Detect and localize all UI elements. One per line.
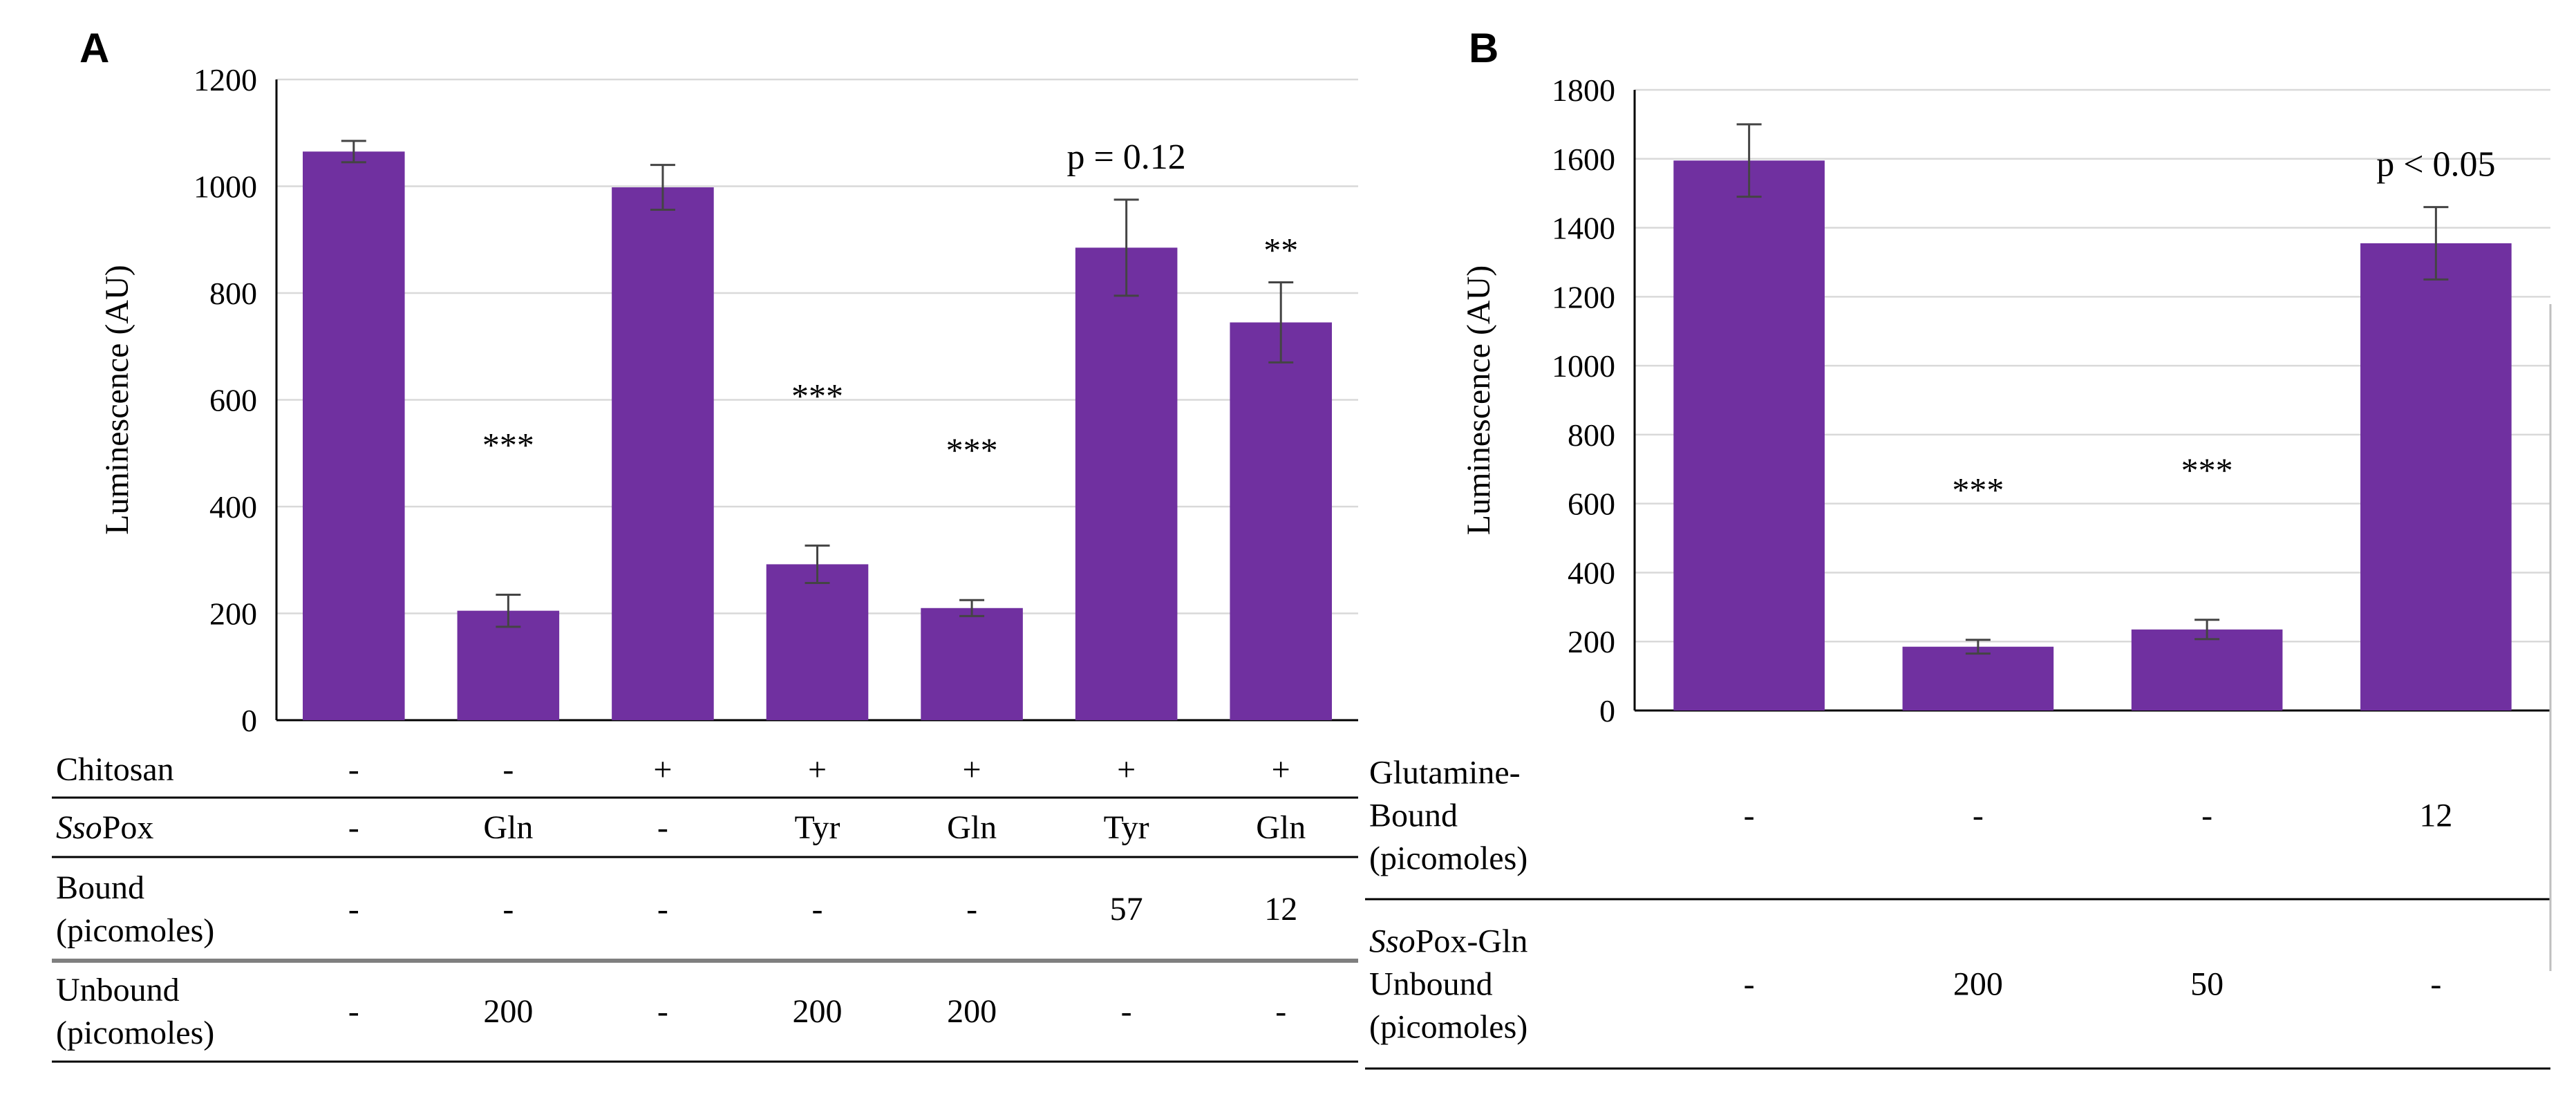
- bar: [766, 564, 869, 720]
- table-cell: 200: [947, 993, 997, 1030]
- table-cell: +: [653, 751, 672, 788]
- table-row-label: Bound: [1369, 798, 1458, 834]
- bar: [1230, 322, 1332, 720]
- significance-annotation: p = 0.12: [1066, 138, 1185, 177]
- y-tick-label: 1800: [1552, 73, 1615, 108]
- significance-annotation: **: [1263, 231, 1298, 270]
- table-cell: -: [2430, 966, 2441, 1003]
- bar: [457, 610, 560, 720]
- table-cell: 12: [2419, 798, 2452, 834]
- table-row-label: (picomoles): [1369, 1009, 1527, 1046]
- bar: [612, 187, 714, 720]
- table-row-label: (picomoles): [1369, 840, 1527, 877]
- table-cell: -: [1973, 798, 1984, 834]
- y-tick-label: 1000: [194, 169, 257, 205]
- table-row-label: (picomoles): [56, 1015, 214, 1051]
- table-cell: -: [1121, 993, 1132, 1030]
- table-cell: 50: [2190, 966, 2224, 1003]
- table-cell: +: [1117, 751, 1136, 788]
- table-cell: +: [808, 751, 827, 788]
- panel-b-label: B: [1469, 25, 1498, 71]
- significance-annotation: ***: [482, 425, 534, 464]
- y-tick-label: 1200: [194, 62, 257, 97]
- y-tick-label: 400: [209, 489, 257, 525]
- table-cell: +: [1272, 751, 1290, 788]
- y-tick-label: 600: [1568, 487, 1615, 522]
- y-tick-label: 1600: [1552, 142, 1615, 177]
- y-tick-label: 600: [209, 383, 257, 418]
- table-cell: -: [966, 891, 977, 928]
- y-axis-label: Luminescence (AU): [1460, 265, 1497, 536]
- y-tick-label: 800: [209, 276, 257, 311]
- table-cell: -: [348, 809, 359, 846]
- table-cell: 200: [1953, 966, 2003, 1003]
- y-tick-label: 0: [1599, 693, 1615, 728]
- y-tick-label: 800: [1568, 417, 1615, 453]
- table-row-label: Chitosan: [56, 751, 174, 788]
- y-tick-label: 1400: [1552, 211, 1615, 246]
- significance-annotation: ***: [2181, 451, 2233, 489]
- table-cell: 57: [1110, 891, 1143, 928]
- table-cell: -: [502, 891, 514, 928]
- y-tick-label: 0: [241, 703, 257, 738]
- table-cell: -: [348, 993, 359, 1030]
- bar: [921, 608, 1023, 720]
- table-cell: -: [348, 891, 359, 928]
- bar: [1075, 247, 1178, 720]
- table-cell: Gln: [1256, 809, 1306, 846]
- table-cell: 200: [483, 993, 533, 1030]
- table-row-label: Unbound: [1369, 966, 1493, 1003]
- table-row-label: (picomoles): [56, 912, 214, 949]
- table-cell: 12: [1264, 891, 1297, 928]
- table-cell: Gln: [947, 809, 997, 846]
- chart-a: 0 200 400 600 800 1000 1200 Luminescence (AU) **…: [52, 62, 1358, 1063]
- y-tick-label: 200: [1568, 624, 1615, 659]
- y-axis-label: Luminescence (AU): [99, 265, 135, 535]
- y-tick-label: 400: [1568, 555, 1615, 590]
- bar: [303, 151, 405, 721]
- table-cell: Tyr: [1104, 809, 1149, 846]
- table-cell: -: [657, 891, 668, 928]
- table-cell: -: [1744, 798, 1755, 834]
- significance-annotation: ***: [791, 376, 843, 415]
- table-cell: -: [2201, 798, 2212, 834]
- bar: [1902, 646, 2054, 711]
- significance-annotation: ***: [946, 431, 998, 469]
- table-cell: -: [502, 751, 514, 788]
- table-row-label: Bound: [56, 869, 144, 906]
- bar: [2360, 243, 2512, 711]
- y-tick-label: 200: [209, 596, 257, 632]
- table-row-label: SsoPox-Gln: [1369, 923, 1527, 960]
- chart-b: 0 200 400 600 800 1000 1200 1400 1600 1800 Lumines…: [1365, 73, 2550, 1070]
- y-tick-label: 1200: [1552, 279, 1615, 314]
- y-tick-label: 1000: [1552, 348, 1615, 384]
- bar: [2131, 629, 2283, 711]
- table-cell: Tyr: [795, 809, 840, 846]
- table-cell: -: [657, 809, 668, 846]
- table-cell: -: [657, 993, 668, 1030]
- table-cell: 200: [793, 993, 843, 1030]
- table-cell: +: [963, 751, 981, 788]
- table-row-label: SsoPox: [56, 809, 153, 846]
- table-cell: -: [812, 891, 823, 928]
- table-cell: -: [348, 751, 359, 788]
- significance-annotation: ***: [1952, 471, 2004, 509]
- significance-annotation: p < 0.05: [2376, 145, 2495, 185]
- table-cell: -: [1744, 966, 1755, 1003]
- table-row-label: Glutamine-: [1369, 755, 1521, 791]
- table-cell: Gln: [483, 809, 533, 846]
- bar: [1673, 160, 1825, 711]
- table-cell: -: [1275, 993, 1286, 1030]
- panel-a-label: A: [79, 25, 109, 71]
- table-row-label: Unbound: [56, 972, 180, 1008]
